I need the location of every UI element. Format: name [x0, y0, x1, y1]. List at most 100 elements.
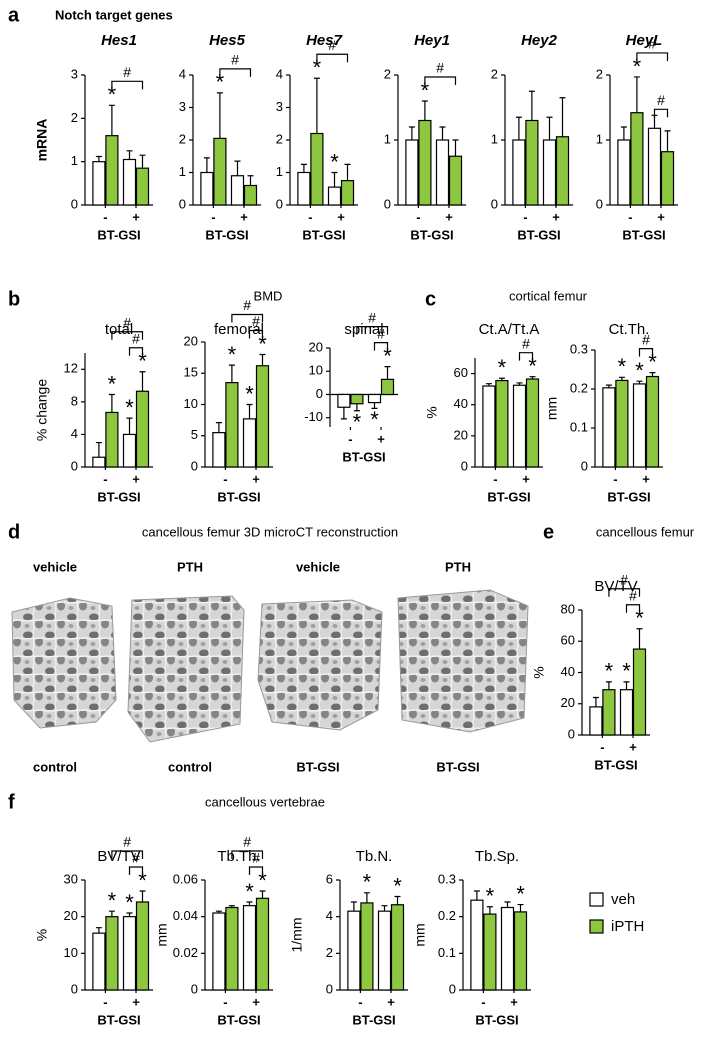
panel-letter: e	[543, 521, 554, 543]
panel-title: cancellous femur 3D microCT reconstructi…	[142, 524, 398, 539]
bar	[632, 648, 647, 736]
comparison-bracket	[625, 604, 641, 613]
comparison-bracket	[316, 53, 349, 63]
error-bar	[636, 628, 643, 650]
y-tick-label: 0.1	[570, 419, 588, 434]
error-bar	[516, 382, 523, 386]
significance-marker: *	[648, 349, 657, 374]
comparison-bracket	[111, 80, 144, 90]
bar	[367, 393, 382, 404]
significance-marker: *	[633, 54, 642, 79]
bar	[122, 916, 137, 991]
comparison-bracket	[356, 325, 389, 335]
x-tick-label: +	[510, 994, 518, 1009]
chart-title: BV/TV	[97, 848, 140, 865]
bar	[92, 932, 106, 991]
significance-marker: *	[370, 407, 379, 432]
error-bar	[546, 116, 553, 140]
y-tick-label: 5	[191, 427, 198, 442]
y-tick-label: -10	[304, 409, 323, 424]
panel-title: cancellous vertebrae	[205, 794, 325, 809]
x-tick-label: +	[240, 209, 248, 224]
bar	[525, 378, 540, 468]
error-bar	[344, 163, 351, 181]
error-bar	[331, 171, 338, 188]
comparison-bracket	[608, 588, 641, 597]
y-tick-label: 20	[184, 333, 198, 348]
bar	[617, 139, 631, 206]
y-tick-label: 60	[561, 633, 575, 648]
error-bar	[623, 681, 630, 690]
comparison-label: #	[252, 850, 260, 866]
error-bar	[636, 380, 643, 384]
y-axis-label: mm	[154, 923, 170, 946]
significance-marker: *	[622, 659, 631, 684]
comparison-label: #	[642, 331, 650, 347]
bar	[230, 175, 245, 206]
x-axis-label: BT-GSI	[352, 1012, 395, 1027]
bar	[213, 137, 227, 206]
bar	[122, 433, 137, 468]
comparison-label: #	[328, 37, 336, 53]
significance-marker: *	[383, 343, 392, 368]
y-tick-label: 2	[276, 131, 283, 146]
y-tick-label: 0	[71, 458, 78, 473]
chart-title: Hes7	[306, 32, 343, 49]
x-axis-label: BT-GSI	[487, 489, 530, 504]
bar	[360, 902, 374, 991]
x-axis-label: BT-GSI	[97, 489, 140, 504]
significance-marker: *	[486, 884, 495, 909]
comparison-label: #	[132, 850, 140, 866]
bar	[448, 155, 463, 206]
y-tick-label: 0	[449, 981, 456, 996]
panel-letter: f	[8, 791, 15, 813]
bar	[105, 135, 119, 206]
comparison-label: #	[123, 834, 131, 850]
x-tick-label: -	[523, 209, 527, 224]
bar	[242, 418, 257, 468]
y-tick-label: 12	[64, 361, 78, 376]
error-bar	[234, 160, 241, 176]
comparison-label: #	[368, 309, 376, 325]
bar	[212, 432, 226, 468]
error-bar	[108, 393, 115, 413]
y-tick-label: 10	[309, 363, 323, 378]
x-tick-label: -	[103, 471, 107, 486]
bar	[512, 139, 526, 206]
bar	[255, 897, 270, 991]
chart-title: HeyL	[626, 32, 663, 49]
error-bar	[485, 383, 492, 387]
x-tick-label: +	[132, 471, 140, 486]
y-tick-label: 0.3	[438, 871, 456, 886]
x-axis-label: BT-GSI	[205, 227, 248, 242]
error-bar	[384, 365, 391, 380]
error-bar	[215, 422, 222, 433]
y-tick-label: 4	[326, 908, 333, 923]
bar	[470, 899, 484, 991]
x-axis-label: BT-GSI	[475, 1012, 518, 1027]
y-axis-label: %	[424, 406, 440, 418]
bar	[122, 158, 137, 206]
error-bar	[504, 901, 511, 908]
x-tick-label: -	[103, 209, 107, 224]
x-axis-label: BT-GSI	[302, 227, 345, 242]
error-bar	[228, 905, 235, 908]
comparison-bracket	[231, 313, 264, 323]
error-bar	[350, 901, 357, 912]
legend-label: veh	[611, 891, 635, 908]
error-bar	[371, 402, 378, 410]
y-tick-label: 20	[64, 908, 78, 923]
error-bar	[126, 912, 133, 917]
error-bar	[649, 372, 656, 377]
x-axis-label: BT-GSI	[594, 757, 637, 772]
x-tick-label: -	[223, 994, 227, 1009]
bar	[377, 910, 392, 991]
bar	[615, 379, 629, 468]
significance-marker: *	[618, 354, 627, 379]
comparison-bracket	[638, 348, 654, 357]
y-tick-label: 0.3	[570, 341, 588, 356]
microct-image	[127, 595, 245, 743]
panel-letter: d	[8, 521, 20, 543]
y-tick-label: 1	[71, 153, 78, 168]
y-tick-label: 0	[71, 196, 78, 211]
